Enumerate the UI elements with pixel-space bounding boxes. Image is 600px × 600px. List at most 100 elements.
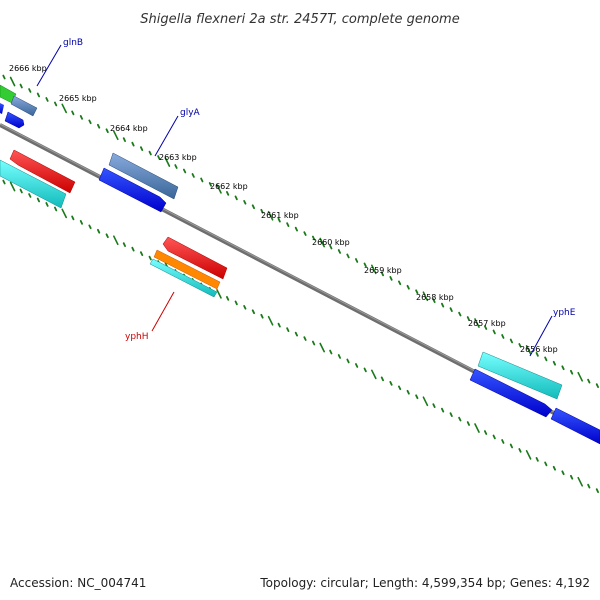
minor-tick bbox=[36, 197, 40, 203]
minor-tick bbox=[501, 334, 505, 339]
kbp-label: 2656 kbp bbox=[520, 345, 558, 354]
minor-tick bbox=[243, 304, 247, 310]
minor-tick bbox=[234, 300, 238, 306]
minor-tick bbox=[311, 340, 316, 346]
minor-tick bbox=[54, 101, 58, 107]
minor-tick bbox=[19, 188, 23, 194]
minor-tick bbox=[139, 251, 144, 257]
minor-tick bbox=[337, 249, 342, 254]
minor-tick bbox=[561, 470, 565, 476]
minor-tick bbox=[354, 258, 359, 263]
kbp-label: 2660 kbp bbox=[312, 238, 350, 247]
gene-label-glnB[interactable]: glnB bbox=[63, 38, 83, 48]
minor-tick bbox=[303, 336, 307, 341]
gene-feature-red-mid[interactable] bbox=[162, 236, 228, 280]
gene-feature-glnB[interactable] bbox=[10, 95, 38, 117]
minor-tick bbox=[260, 313, 264, 319]
gene-label-yphE[interactable]: yphE bbox=[553, 308, 576, 318]
minor-tick bbox=[260, 208, 264, 214]
minor-tick bbox=[449, 307, 453, 313]
minor-tick bbox=[595, 383, 599, 389]
minor-tick bbox=[329, 349, 333, 355]
major-tick bbox=[577, 476, 584, 487]
map-title: Shigella flexneri 2a str. 2457T, complet… bbox=[140, 12, 459, 27]
minor-tick bbox=[501, 439, 505, 444]
kbp-label: 2665 kbp bbox=[59, 94, 97, 103]
major-tick bbox=[267, 315, 274, 326]
minor-tick bbox=[458, 311, 462, 317]
minor-tick bbox=[432, 403, 436, 409]
minor-tick bbox=[363, 262, 367, 268]
minor-tick bbox=[191, 173, 195, 178]
minor-tick bbox=[36, 92, 40, 98]
gene-feature-cyan-left[interactable] bbox=[0, 159, 67, 209]
gene-feature-blue-small[interactable] bbox=[4, 111, 25, 129]
minor-tick bbox=[225, 295, 230, 301]
gene-label-yphH[interactable]: yphH bbox=[125, 332, 149, 342]
minor-tick bbox=[71, 215, 75, 221]
gene-feature-blue-mid[interactable] bbox=[98, 167, 167, 213]
minor-tick bbox=[79, 219, 83, 225]
minor-tick bbox=[552, 360, 556, 366]
major-tick bbox=[370, 369, 377, 380]
gene-feature-red-left[interactable] bbox=[9, 149, 76, 194]
minor-tick bbox=[54, 206, 58, 212]
major-tick bbox=[113, 130, 119, 141]
gene-feature-blue-right[interactable] bbox=[469, 368, 553, 418]
minor-tick bbox=[397, 385, 402, 391]
minor-tick bbox=[28, 193, 32, 198]
kbp-label: 2663 kbp bbox=[159, 153, 197, 162]
minor-tick bbox=[97, 228, 101, 234]
minor-tick bbox=[587, 483, 591, 489]
major-tick bbox=[422, 291, 429, 302]
kbp-label: 2664 kbp bbox=[110, 124, 148, 133]
minor-tick bbox=[45, 202, 49, 207]
minor-tick bbox=[251, 204, 256, 210]
minor-tick bbox=[380, 376, 385, 382]
gene-feature-yphE[interactable] bbox=[477, 351, 563, 400]
minor-tick bbox=[544, 461, 548, 467]
major-tick bbox=[370, 264, 377, 275]
gene-feature-teal-mid[interactable] bbox=[149, 258, 218, 298]
minor-tick bbox=[432, 298, 436, 304]
minor-tick bbox=[544, 356, 548, 362]
kbp-label: 2661 kbp bbox=[261, 211, 299, 220]
minor-tick bbox=[105, 128, 109, 134]
minor-tick bbox=[71, 110, 75, 116]
major-tick bbox=[319, 237, 326, 248]
minor-tick bbox=[148, 255, 152, 261]
gene-feature-yphH[interactable] bbox=[153, 249, 221, 290]
minor-tick bbox=[131, 141, 135, 147]
gene-label-glyA[interactable]: glyA bbox=[180, 108, 201, 118]
minor-tick bbox=[294, 226, 299, 232]
minor-tick bbox=[466, 316, 471, 321]
minor-tick bbox=[535, 351, 539, 357]
minor-tick bbox=[518, 343, 522, 348]
minor-tick bbox=[174, 164, 178, 169]
minor-tick bbox=[251, 309, 256, 315]
minor-tick bbox=[131, 246, 135, 252]
minor-tick bbox=[303, 231, 307, 236]
inner-tick-track bbox=[2, 179, 599, 494]
minor-tick bbox=[509, 338, 513, 344]
minor-tick bbox=[122, 137, 126, 143]
gene-label-leaders bbox=[36, 44, 553, 357]
minor-tick bbox=[415, 289, 419, 295]
major-tick bbox=[113, 235, 119, 246]
minor-tick bbox=[535, 456, 539, 462]
minor-tick bbox=[286, 222, 290, 228]
outer-tick-track bbox=[2, 74, 599, 389]
major-tick bbox=[216, 288, 222, 299]
kbp-label: 2659 kbp bbox=[364, 266, 402, 275]
genome-summary-text: Topology: circular; Length: 4,599,354 bp… bbox=[260, 576, 590, 590]
minor-tick bbox=[380, 271, 385, 277]
major-tick bbox=[61, 208, 67, 219]
gene-feature-glyA[interactable] bbox=[108, 152, 179, 200]
minor-tick bbox=[570, 474, 574, 480]
gene-feature-blue-edge[interactable] bbox=[550, 407, 600, 445]
accession-text: Accession: NC_004741 bbox=[10, 576, 147, 590]
gene-feature-blue-left[interactable] bbox=[0, 103, 4, 114]
minor-tick bbox=[518, 448, 522, 453]
major-tick bbox=[216, 184, 222, 194]
